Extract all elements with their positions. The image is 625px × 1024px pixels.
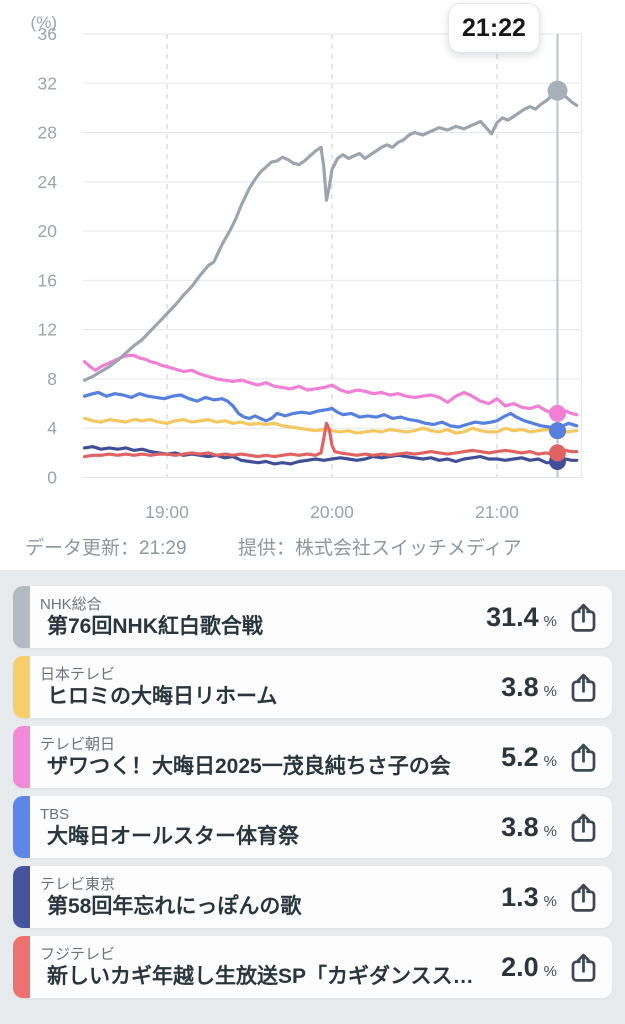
- rating-unit: %: [543, 682, 557, 700]
- station-name: NHK総合: [40, 596, 102, 613]
- rating-value: 2.0: [501, 951, 539, 982]
- program-title: ザワつく！大晦日2025一茂良純ちさ子の会: [47, 755, 451, 778]
- cursor-dot-テレビ朝日: [549, 404, 566, 422]
- y-axis-tick-label: 32: [38, 73, 57, 93]
- rating: 3.8%: [501, 672, 557, 703]
- program-card[interactable]: TBS 大晦日オールスター体育祭 3.8%: [13, 796, 612, 858]
- share-icon: [571, 673, 596, 702]
- rating: 31.4%: [486, 602, 557, 633]
- rating-unit: %: [543, 752, 557, 770]
- ratings-chart-section: 0 4 8 12 16 20 24 28 32 36 (%) 19:00 20:00 21:00 21:2…: [0, 0, 625, 570]
- share-button[interactable]: [569, 952, 598, 983]
- station-name: TBS: [40, 806, 70, 823]
- share-icon: [571, 883, 596, 912]
- station-name: フジテレビ: [40, 946, 116, 963]
- program-info: 日本テレビヒロミの大晦日リホーム: [30, 665, 497, 709]
- cursor-dot-フジテレビ: [549, 444, 566, 462]
- y-axis-tick-label: 20: [38, 221, 58, 241]
- program-card[interactable]: テレビ朝日 ザワつく！大晦日2025一茂良純ちさ子の会 5.2%: [13, 726, 612, 788]
- program-info: テレビ朝日ザワつく！大晦日2025一茂良純ちさ子の会: [30, 735, 497, 779]
- program-info: NHK総合第76回NHK紅白歌合戦: [30, 595, 482, 639]
- series-line-テレビ朝日: [82, 353, 579, 417]
- share-button[interactable]: [569, 742, 598, 773]
- station-name: 日本テレビ: [40, 666, 116, 683]
- program-title: 第58回年忘れにっぽんの歌: [47, 895, 302, 918]
- cursor-dot-TBS: [549, 422, 566, 440]
- data-provider-label: 提供：株式会社スイッチメディア: [238, 538, 522, 559]
- rating-value: 3.8: [501, 811, 539, 842]
- ratings-line-chart[interactable]: 0 4 8 12 16 20 24 28 32 36(%) 19:00 20:00 21:00: [0, 0, 625, 570]
- program-info: テレビ東京第58回年忘れにっぽんの歌: [30, 875, 497, 919]
- y-axis-tick-label: 16: [38, 270, 57, 290]
- rating-value: 5.2: [501, 741, 539, 772]
- share-button[interactable]: [569, 882, 598, 913]
- program-card[interactable]: 日本テレビ ヒロミの大晦日リホーム 3.8%: [13, 656, 612, 718]
- share-button[interactable]: [569, 602, 598, 633]
- station-name: テレビ東京: [40, 876, 116, 893]
- cursor-time-tooltip: 21:22: [448, 3, 540, 53]
- y-axis-tick-label: 8: [47, 369, 57, 389]
- chart-footer: データ更新：21:29 提供：株式会社スイッチメディア: [0, 533, 625, 563]
- share-icon: [571, 743, 596, 772]
- share-icon: [571, 953, 596, 982]
- y-axis-tick-label: 36: [38, 24, 57, 44]
- y-axis-tick-label: 12: [38, 320, 57, 340]
- share-button[interactable]: [569, 672, 598, 703]
- channel-color-bar: [13, 796, 30, 858]
- share-icon: [571, 603, 596, 632]
- y-axis-tick-label: 4: [47, 418, 57, 438]
- rating-value: 3.8: [501, 671, 539, 702]
- rating: 5.2%: [501, 742, 557, 773]
- channel-color-bar: [13, 726, 30, 788]
- program-title: 大晦日オールスター体育祭: [47, 825, 299, 848]
- rating-unit: %: [543, 612, 557, 630]
- data-updated-label: データ更新：21:29: [25, 538, 187, 559]
- channel-color-bar: [13, 936, 30, 998]
- x-axis-tick-label: 20:00: [310, 502, 354, 522]
- cursor-time-label: 21:22: [462, 13, 526, 42]
- x-axis-tick-label: 19:00: [145, 502, 189, 522]
- y-axis-tick-label: 28: [38, 123, 57, 143]
- rating: 2.0%: [501, 952, 557, 983]
- series-line-NHK総合: [82, 89, 579, 382]
- channel-color-bar: [13, 656, 30, 718]
- series-line-TBS: [82, 390, 579, 433]
- cursor-dot-NHK総合: [547, 80, 568, 101]
- program-info: フジテレビ新しいカギ年越し生放送SP「カギダンスス…: [30, 945, 497, 989]
- rating: 1.3%: [501, 882, 557, 913]
- program-card[interactable]: NHK総合 第76回NHK紅白歌合戦 31.4%: [13, 586, 612, 648]
- rating-unit: %: [543, 892, 557, 910]
- share-icon: [571, 813, 596, 842]
- channel-color-bar: [13, 586, 30, 648]
- y-axis-tick-label: 24: [38, 172, 58, 192]
- y-axis-unit-label: (%): [31, 13, 57, 32]
- program-list: NHK総合 第76回NHK紅白歌合戦 31.4% 日本テレビ ヒロミの大晦日リホーム 3.…: [0, 570, 625, 1024]
- share-button[interactable]: [569, 812, 598, 843]
- rating-value: 31.4: [486, 601, 539, 632]
- program-card[interactable]: フジテレビ 新しいカギ年越し生放送SP「カギダンスス… 2.0%: [13, 936, 612, 998]
- program-info: TBS 大晦日オールスター体育祭: [30, 805, 497, 849]
- x-axis-tick-label: 21:00: [475, 502, 519, 522]
- series-line-フジテレビ: [82, 421, 579, 459]
- program-title: 新しいカギ年越し生放送SP「カギダンスス…: [47, 965, 474, 988]
- program-title: 第76回NHK紅白歌合戦: [47, 615, 263, 638]
- rating-value: 1.3: [501, 881, 539, 912]
- rating: 3.8%: [501, 812, 557, 843]
- rating-unit: %: [543, 822, 557, 840]
- program-card[interactable]: テレビ東京 第58回年忘れにっぽんの歌 1.3%: [13, 866, 612, 928]
- rating-unit: %: [543, 962, 557, 980]
- station-name: テレビ朝日: [40, 736, 116, 753]
- program-title: ヒロミの大晦日リホーム: [47, 685, 278, 708]
- channel-color-bar: [13, 866, 30, 928]
- y-axis-tick-label: 0: [47, 468, 57, 488]
